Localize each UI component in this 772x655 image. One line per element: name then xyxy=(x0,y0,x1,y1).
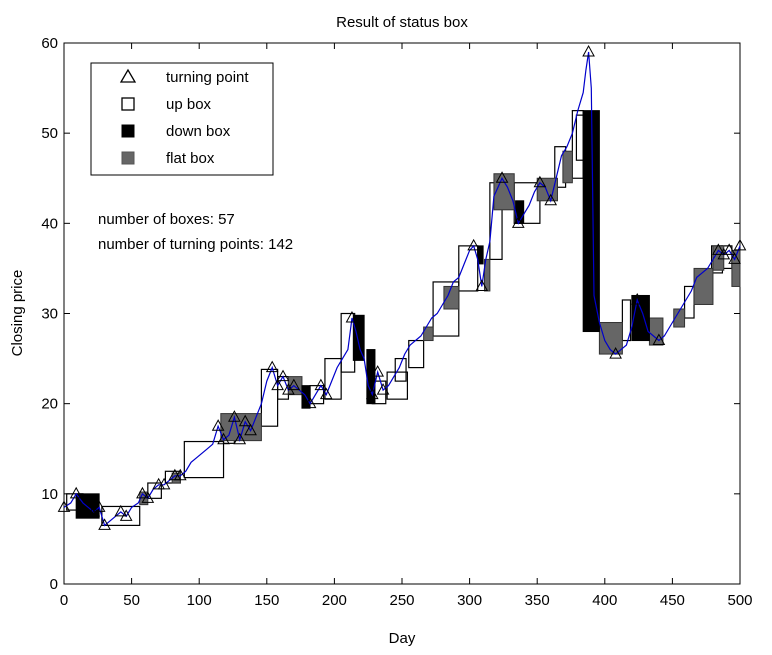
turning-point-marker xyxy=(98,518,111,530)
flat-box xyxy=(493,173,515,211)
price-line-layer xyxy=(63,51,741,527)
x-tick-label: 300 xyxy=(457,592,482,609)
x-tick-label: 0 xyxy=(60,592,68,609)
turning-point-marker xyxy=(265,360,279,373)
turning-point-marker xyxy=(271,378,284,391)
down-box xyxy=(352,314,365,361)
turning-point-marker xyxy=(365,387,379,400)
legend-flat-box-icon xyxy=(121,151,135,165)
legend-down-box-label: down box xyxy=(166,123,231,140)
turning-point-marker xyxy=(136,486,149,499)
legend-turning-point-label: turning point xyxy=(166,69,249,86)
turning-point-marker xyxy=(467,238,481,251)
y-axis-ticks: 0 10 20 30 40 50 60 xyxy=(41,35,740,593)
y-axis-label: Closing price xyxy=(9,270,26,357)
x-tick-label: 400 xyxy=(592,592,617,609)
chart-title: Result of status box xyxy=(336,14,468,31)
turning-point-marker xyxy=(371,365,385,377)
turning-point-marker xyxy=(141,491,155,503)
turning-point-marker xyxy=(287,378,301,391)
turning-point-marker xyxy=(495,171,509,183)
turning-point-markers xyxy=(57,44,747,530)
flat-box xyxy=(598,322,623,355)
y-tick-label: 50 xyxy=(41,125,58,142)
legend-up-box-label: up box xyxy=(166,96,212,113)
turning-point-marker xyxy=(57,500,71,512)
flat-box xyxy=(536,177,558,202)
x-tick-label: 450 xyxy=(660,592,685,609)
turning-point-marker xyxy=(582,44,595,57)
turning-point-marker xyxy=(544,193,558,206)
x-tick-label: 350 xyxy=(525,592,550,609)
down-box xyxy=(631,294,650,342)
flat-box xyxy=(483,258,491,292)
flat-box xyxy=(693,267,714,305)
turning-point-marker xyxy=(276,369,290,382)
turning-point-marker xyxy=(238,414,252,427)
up-box xyxy=(147,482,162,499)
x-axis-ticks: 0 50 100 150 200 250 300 350 400 450 500 xyxy=(60,43,753,609)
turning-point-marker xyxy=(228,410,241,422)
x-axis-label: Day xyxy=(389,630,416,647)
up-box xyxy=(324,357,342,400)
turning-point-marker xyxy=(217,432,230,445)
up-box xyxy=(183,440,225,479)
turning-point-marker xyxy=(114,504,128,517)
turning-point-marker xyxy=(233,432,247,445)
turning-point-marker xyxy=(173,468,187,481)
turning-point-marker xyxy=(345,310,359,323)
annotation-box-count: number of boxes: 57 xyxy=(98,211,235,228)
legend-flat-box-label: flat box xyxy=(166,150,215,167)
turning-point-marker xyxy=(630,292,644,305)
y-tick-label: 20 xyxy=(41,396,58,413)
turning-point-marker xyxy=(511,216,525,228)
x-tick-label: 100 xyxy=(187,592,212,609)
turning-point-marker xyxy=(609,347,622,359)
y-tick-label: 0 xyxy=(50,576,58,593)
turning-point-marker xyxy=(314,378,328,391)
y-tick-label: 30 xyxy=(41,306,58,323)
y-tick-label: 10 xyxy=(41,486,58,503)
closing-price-line xyxy=(63,51,741,527)
y-tick-label: 60 xyxy=(41,35,58,52)
turning-point-marker xyxy=(69,486,83,499)
up-box xyxy=(394,357,407,382)
turning-point-marker xyxy=(533,175,547,188)
turning-point-marker xyxy=(119,509,133,521)
flat-box xyxy=(423,326,434,342)
flat-box xyxy=(673,308,686,328)
turning-point-marker xyxy=(728,252,741,264)
turning-point-marker xyxy=(211,419,225,431)
turning-point-marker xyxy=(244,423,257,436)
turning-point-marker xyxy=(733,238,747,251)
turning-point-marker xyxy=(303,396,317,409)
turning-point-marker xyxy=(652,333,666,346)
legend-turning-point-icon xyxy=(119,68,137,83)
y-tick-label: 40 xyxy=(41,215,58,232)
legend: turning point up box down box flat box xyxy=(90,62,274,176)
turning-point-marker xyxy=(712,243,725,255)
flat-box xyxy=(562,150,573,184)
turning-point-marker xyxy=(722,243,736,255)
x-tick-label: 200 xyxy=(322,592,347,609)
turning-point-marker xyxy=(475,279,489,291)
x-tick-label: 50 xyxy=(123,592,140,609)
legend-down-box-icon xyxy=(121,124,135,138)
up-box xyxy=(458,245,479,292)
x-tick-label: 250 xyxy=(389,592,414,609)
turning-point-marker xyxy=(319,387,333,400)
flat-box xyxy=(731,249,741,287)
turning-point-marker xyxy=(92,500,106,512)
flat-box xyxy=(648,317,664,346)
x-tick-label: 150 xyxy=(254,592,279,609)
down-box xyxy=(477,245,484,265)
up-box xyxy=(621,299,632,342)
down-box xyxy=(582,110,600,333)
turning-point-marker xyxy=(157,477,171,490)
x-tick-label: 500 xyxy=(727,592,752,609)
turning-point-marker xyxy=(376,383,390,395)
legend-up-box-icon xyxy=(121,97,135,111)
annotation-turning-point-count: number of turning points: 142 xyxy=(98,236,293,253)
